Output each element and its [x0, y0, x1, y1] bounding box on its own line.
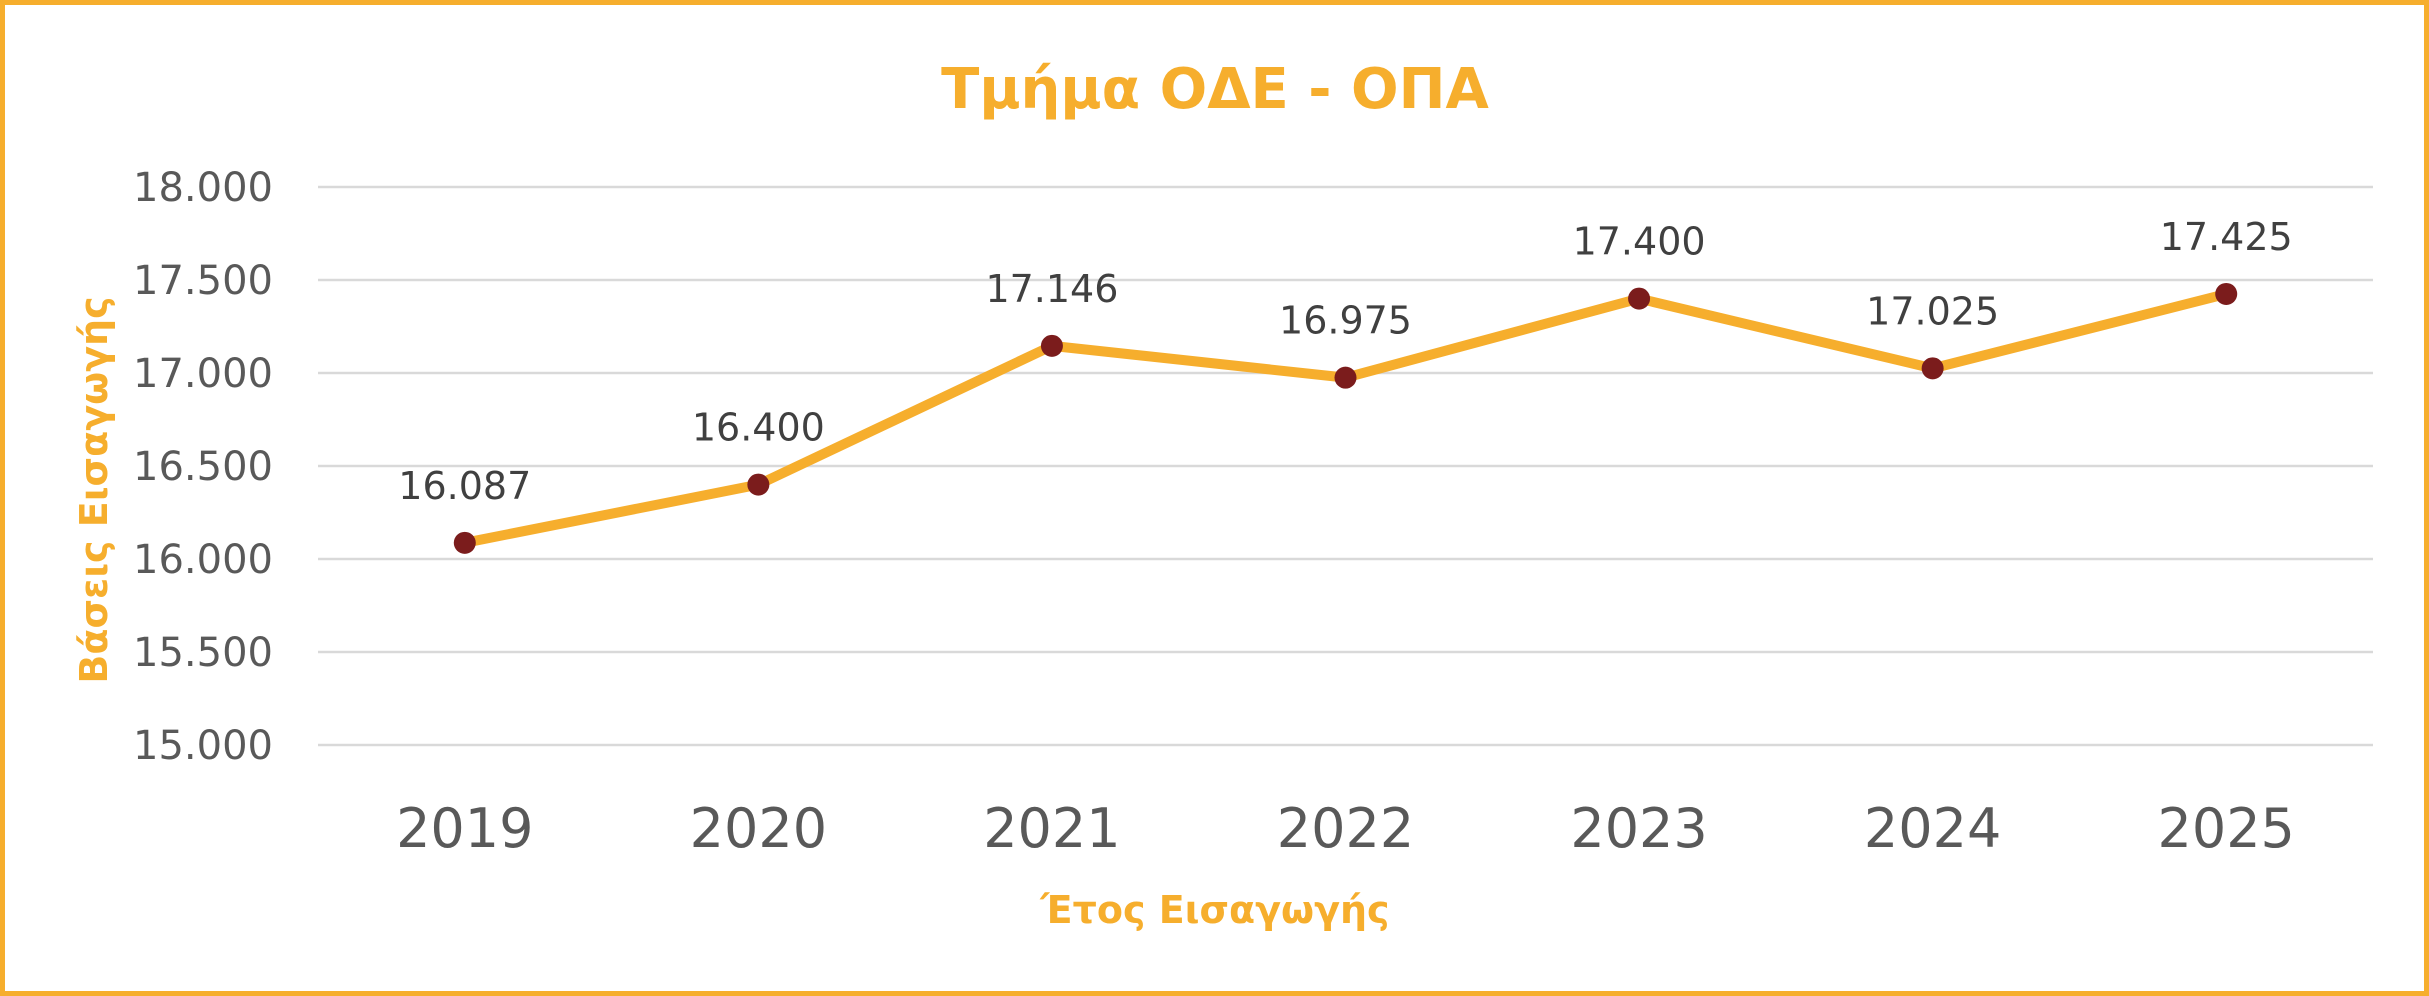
x-tick-label: 2023: [1570, 797, 1707, 860]
data-point-marker: [453, 531, 476, 554]
y-axis-title: Βάσεις Εισαγωγής: [72, 296, 116, 683]
data-label: 16.400: [692, 406, 825, 450]
y-tick-label: 17.000: [133, 351, 273, 397]
y-tick-label: 16.000: [133, 537, 273, 583]
x-tick-label: 2019: [396, 797, 533, 860]
x-tick-label: 2022: [1277, 797, 1414, 860]
data-labels: 16.087 16.400 17.146 16.975 17.400 17.025 17.4…: [398, 215, 2292, 508]
series-markers: [453, 282, 2238, 554]
x-tick-label: 2021: [983, 797, 1120, 860]
x-tick-label: 2024: [1864, 797, 2001, 860]
y-tick-label: 18.000: [133, 165, 273, 211]
data-label: 16.975: [1279, 299, 1412, 343]
y-tick-label: 15.000: [133, 723, 273, 769]
data-point-marker: [2215, 282, 2238, 305]
y-tick-label: 15.500: [133, 630, 273, 676]
x-axis-ticks: 2019 2020 2021 2022 2023 2024 2025: [396, 797, 2295, 860]
data-label: 17.025: [1866, 289, 1999, 333]
gridlines: [318, 185, 2373, 747]
data-point-marker: [1628, 287, 1651, 310]
data-point-marker: [747, 473, 770, 496]
x-tick-label: 2025: [2157, 797, 2294, 860]
data-point-marker: [1921, 357, 1944, 380]
data-label: 17.425: [2160, 215, 2293, 259]
data-label: 17.146: [985, 267, 1118, 311]
data-point-marker: [1040, 334, 1063, 357]
line-chart: Τμήμα ΟΔΕ - ΟΠΑ 15.000 15.500 16.000 16.500…: [72, 57, 2373, 932]
y-tick-label: 17.500: [133, 258, 273, 304]
data-label: 17.400: [1573, 220, 1706, 264]
chart-title: Τμήμα ΟΔΕ - ΟΠΑ: [941, 57, 1489, 122]
y-axis-ticks: 15.000 15.500 16.000 16.500 17.000 17.500 18.0…: [133, 165, 273, 769]
x-tick-label: 2020: [690, 797, 827, 860]
data-label: 16.087: [398, 464, 531, 508]
x-axis-title: Έτος Εισαγωγής: [1039, 888, 1389, 932]
data-point-marker: [1334, 366, 1357, 389]
y-tick-label: 16.500: [133, 444, 273, 490]
